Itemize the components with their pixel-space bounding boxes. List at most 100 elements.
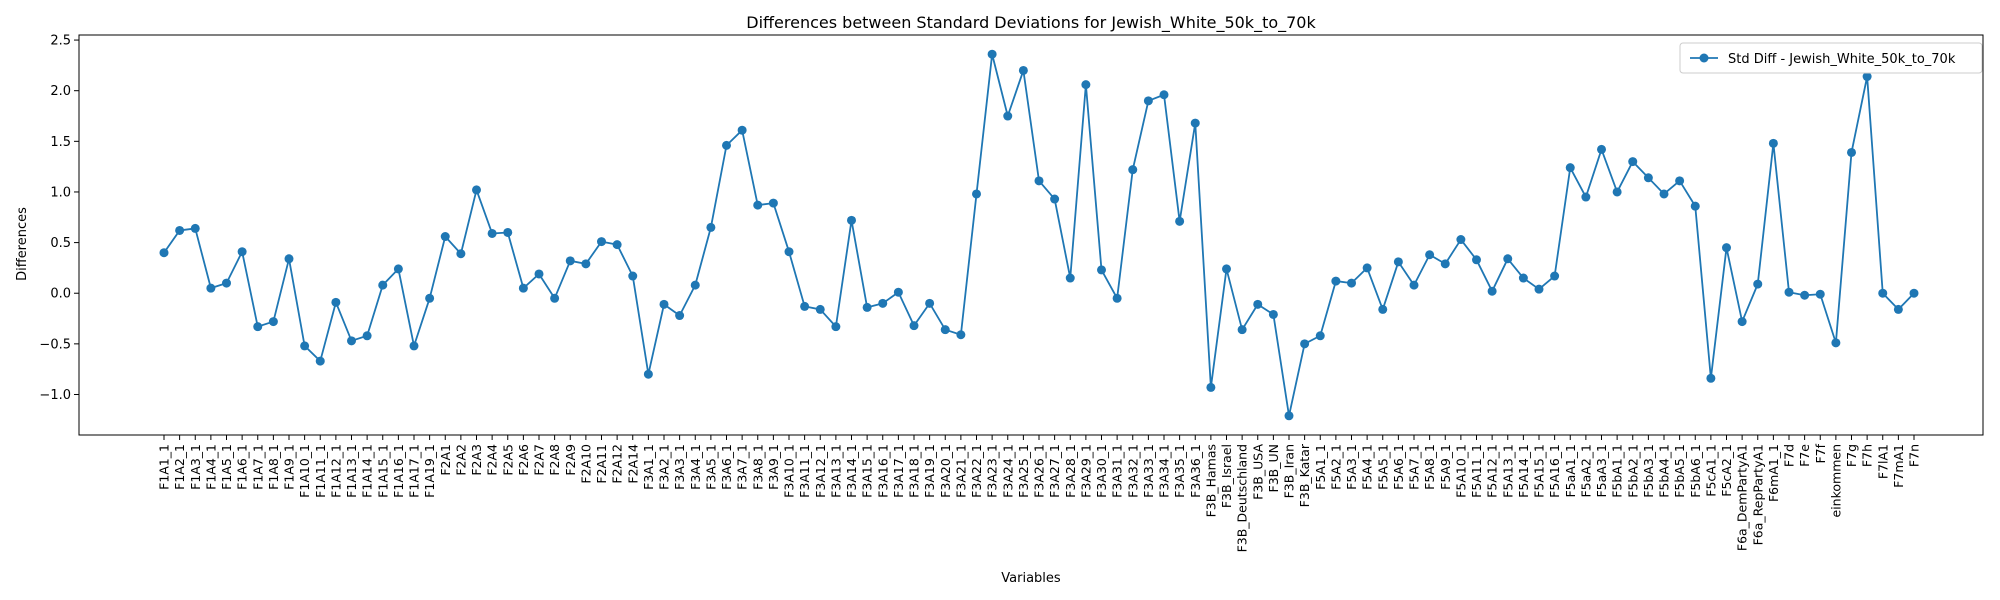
x-tick-label: F3A5_1 [703,444,718,490]
legend-box [1679,42,1983,74]
x-tick-label: F1A19_1 [422,444,437,498]
data-point [268,317,278,327]
data-point [1722,243,1731,253]
x-tick-label: F5cA1_1 [1703,444,1718,497]
x-tick-label: F5A13_1 [1500,444,1515,498]
x-tick-label: F3A30_1 [1094,444,1109,498]
data-point [1284,411,1294,421]
data-point [1112,293,1122,303]
x-tick-label: F1A17_1 [407,444,422,498]
x-tick-label: F3A22_1 [969,444,984,498]
y-axis-label: Differences [15,207,30,281]
x-tick-label: F5A12_1 [1485,444,1500,498]
y-tick-label: −0.5 [39,337,71,352]
data-point [1534,284,1544,294]
x-tick-label: F5A11_1 [1469,444,1484,498]
data-point [440,232,450,242]
data-point [1675,176,1685,186]
x-tick-label: F3A13_1 [828,444,843,498]
x-tick-label: F3A19_1 [922,444,937,498]
x-tick-label: F2A9 [563,444,578,476]
x-tick-label: F3B_Deutschland [1235,444,1250,552]
data-point [1190,118,1200,128]
x-tick-label: F3A18_1 [907,444,922,498]
x-tick-label: F1A2_1 [172,444,187,490]
data-point [315,356,325,366]
x-tick-label: F3A36_1 [1188,444,1203,498]
x-tick-label: F7n [1907,444,1922,467]
x-tick-label: F7g [1844,444,1859,467]
x-tick-label: F1A6_1 [235,444,250,490]
x-tick-label: F1A10_1 [297,444,312,498]
data-point [300,341,310,351]
x-tick-label: F3B_Katar [1297,443,1312,507]
x-tick-label: F3A25_1 [1016,444,1031,498]
data-point [456,249,466,259]
data-point [1612,187,1622,197]
x-tick-label: F3A26_1 [1032,444,1047,498]
x-tick-label: F6a_RepPartyA1 [1750,444,1765,545]
data-point [1331,276,1341,286]
data-point [675,311,685,321]
data-point [1050,194,1060,204]
y-axis: −1.0 −0.5 0.0 0.5 1.0 1.5 2.0 2.5 [39,34,79,403]
x-tick-label: F5A8_1 [1422,444,1437,490]
x-tick-label: F6mA1_1 [1766,444,1781,502]
x-tick-label: F3B_Iran [1282,444,1297,498]
x-tick-label: F1A9_1 [282,444,297,490]
x-tick-label: F7lA1 [1875,444,1890,479]
x-tick-label: F5bA2_1 [1625,444,1640,498]
data-point [893,287,903,297]
x-axis-label: Variables [1001,571,1061,586]
x-tick-label: F2A11 [594,444,609,484]
x-tick-label: F5cA2_1 [1719,444,1734,497]
x-tick-label: F1A3_1 [188,444,203,490]
legend-entry-label: Std Diff - Jewish_White_50k_to_70k [1728,52,1956,67]
x-tick-label: F3A16_1 [875,444,890,498]
x-tick-label: F2A14 [625,444,640,484]
data-point [1222,264,1231,274]
x-tick-label: F3A9_1 [766,444,781,490]
data-point [1440,259,1450,269]
data-point [550,293,560,303]
x-tick-label: F3A31_1 [1110,444,1125,498]
x-tick-label: F1A7_1 [250,444,265,490]
x-tick-label: F2A8 [547,444,562,476]
data-point [987,49,997,59]
legend: Std Diff - Jewish_White_50k_to_70k [1679,42,1983,74]
data-point [737,125,747,135]
plot-area [159,49,1919,421]
x-tick-label: F3A3_1 [672,444,687,490]
data-point [597,237,606,247]
x-tick-label: F5aA1_1 [1563,444,1578,498]
x-tick-label: F3A33_1 [1141,444,1156,498]
x-tick-label: F3A29_1 [1078,444,1093,498]
data-point [534,269,544,279]
data-point [1003,111,1013,121]
x-tick-label: F5A7_1 [1407,444,1422,490]
x-tick-label: F5bA3_1 [1641,444,1656,498]
x-tick-label: F3A2_1 [657,444,672,490]
data-point [1425,250,1435,260]
y-tick-label: −1.0 [39,388,71,403]
data-point [1081,80,1091,90]
data-point [909,321,919,331]
x-tick-label: F2A10 [578,444,593,484]
x-tick-label: F3B_Israel [1219,444,1234,508]
data-point [253,322,263,332]
x-tick-label: F3A21_1 [953,444,968,498]
data-point [643,369,653,379]
data-point [800,301,810,311]
x-tick-label: F3A6_1 [719,444,734,490]
x-tick-label: F3A12_1 [813,444,828,498]
data-point [1253,299,1263,309]
data-point [1175,216,1185,226]
data-point [237,247,247,257]
data-point [768,198,778,208]
data-point [1347,278,1356,288]
data-point [1643,173,1653,183]
x-tick-label: F1A8_1 [266,444,281,490]
data-point [1550,271,1560,281]
data-point [1768,138,1778,148]
data-point [565,256,575,266]
